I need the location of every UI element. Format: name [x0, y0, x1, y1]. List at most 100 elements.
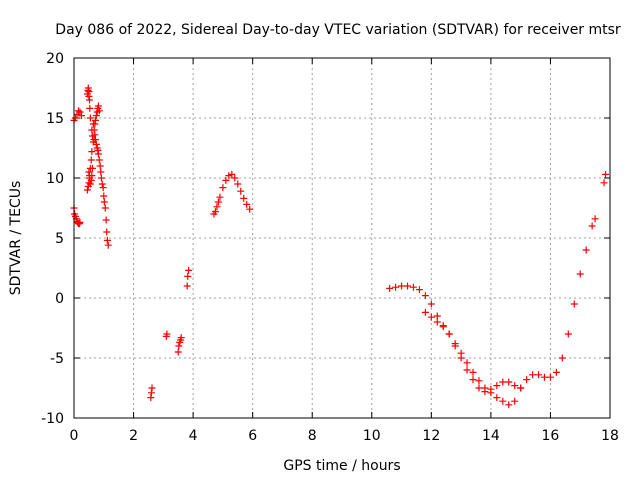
data-point	[499, 378, 507, 386]
data-point	[469, 368, 477, 376]
data-point	[433, 318, 441, 326]
data-point	[451, 340, 459, 348]
data-point	[85, 179, 93, 187]
data-point	[103, 236, 111, 244]
data-point	[386, 284, 394, 292]
data-point	[475, 384, 483, 392]
x-tick-label: 14	[482, 428, 500, 444]
data-point	[234, 180, 242, 188]
data-point	[404, 282, 412, 290]
data-point	[457, 349, 465, 357]
chart-title: Day 086 of 2022, Sidereal Day-to-day VTE…	[55, 22, 621, 38]
data-point	[582, 246, 590, 254]
data-point	[439, 323, 447, 331]
tick-labels: 0 2 4 6 8 10 12 14 16 18 -10 -5 0 5 10 15 20	[41, 51, 619, 444]
data-point	[174, 348, 182, 356]
data-point	[493, 382, 501, 390]
data-point	[91, 116, 99, 124]
data-point	[100, 192, 108, 200]
x-tick-label: 0	[70, 428, 79, 444]
data-point	[487, 389, 495, 397]
data-point	[600, 179, 608, 187]
y-tick-label: 0	[55, 291, 64, 307]
data-point	[102, 216, 110, 224]
data-point	[552, 368, 560, 376]
x-axis-label: GPS time / hours	[283, 458, 400, 474]
data-point	[570, 300, 578, 308]
y-tick-label: 5	[55, 231, 64, 247]
data-point	[175, 342, 183, 350]
data-point	[427, 313, 435, 321]
data-point	[602, 170, 610, 178]
data-point	[246, 205, 254, 213]
data-point	[427, 300, 435, 308]
data-point	[523, 376, 531, 384]
data-point	[564, 330, 572, 338]
data-point	[91, 136, 99, 144]
data-point	[540, 373, 548, 381]
data-point	[421, 292, 429, 300]
data-point	[558, 354, 566, 362]
data-point	[71, 114, 79, 122]
data-point	[228, 170, 236, 178]
y-axis-label: SDTVAR / TECUs	[8, 181, 24, 296]
data-point	[240, 194, 248, 202]
data-point	[95, 156, 103, 164]
grid	[74, 58, 610, 418]
x-tick-label: 6	[248, 428, 257, 444]
data-point	[101, 204, 109, 212]
data-point	[83, 186, 91, 194]
data-point	[445, 330, 453, 338]
data-point	[76, 218, 84, 226]
x-tick-label: 10	[363, 428, 381, 444]
data-point	[421, 308, 429, 316]
data-point	[576, 270, 584, 278]
x-tick-label: 12	[422, 428, 440, 444]
data-point	[505, 401, 513, 409]
data-point	[546, 373, 554, 381]
y-tick-label: -5	[50, 351, 64, 367]
data-point	[103, 228, 111, 236]
y-tick-label: 10	[46, 171, 64, 187]
data-point	[85, 172, 93, 180]
data-point	[511, 382, 519, 390]
data-point	[511, 397, 519, 405]
data-point	[184, 272, 192, 280]
data-point	[92, 112, 100, 120]
series-isolated-2-4h	[147, 266, 193, 402]
data-point	[89, 120, 97, 128]
data-point	[463, 366, 471, 374]
x-tick-label: 18	[601, 428, 619, 444]
data-point	[185, 266, 193, 274]
data-point	[481, 384, 489, 392]
series-early-cluster	[70, 107, 85, 228]
data-point	[499, 397, 507, 405]
data-point	[591, 215, 599, 223]
data-point	[588, 222, 596, 230]
data-point	[222, 176, 230, 184]
data-point	[96, 162, 104, 170]
data-point	[409, 283, 417, 291]
data-point	[183, 282, 191, 290]
data-point	[211, 208, 219, 216]
data-point	[87, 156, 95, 164]
data-point	[225, 172, 233, 180]
data-point	[97, 174, 105, 182]
data-point	[94, 150, 102, 158]
y-tick-label: 15	[46, 111, 64, 127]
series-daytime-trend	[386, 170, 610, 409]
data-point	[475, 377, 483, 385]
data-point	[97, 168, 105, 176]
data-point	[231, 174, 239, 182]
data-point	[216, 193, 224, 201]
data-point	[76, 108, 84, 116]
data-point	[148, 384, 156, 392]
data-point	[243, 200, 251, 208]
data-point	[237, 187, 245, 195]
y-tick-label: -10	[41, 411, 64, 427]
data-point	[177, 334, 185, 342]
data-point	[86, 104, 94, 112]
data-point	[463, 359, 471, 367]
data-point	[77, 112, 85, 120]
